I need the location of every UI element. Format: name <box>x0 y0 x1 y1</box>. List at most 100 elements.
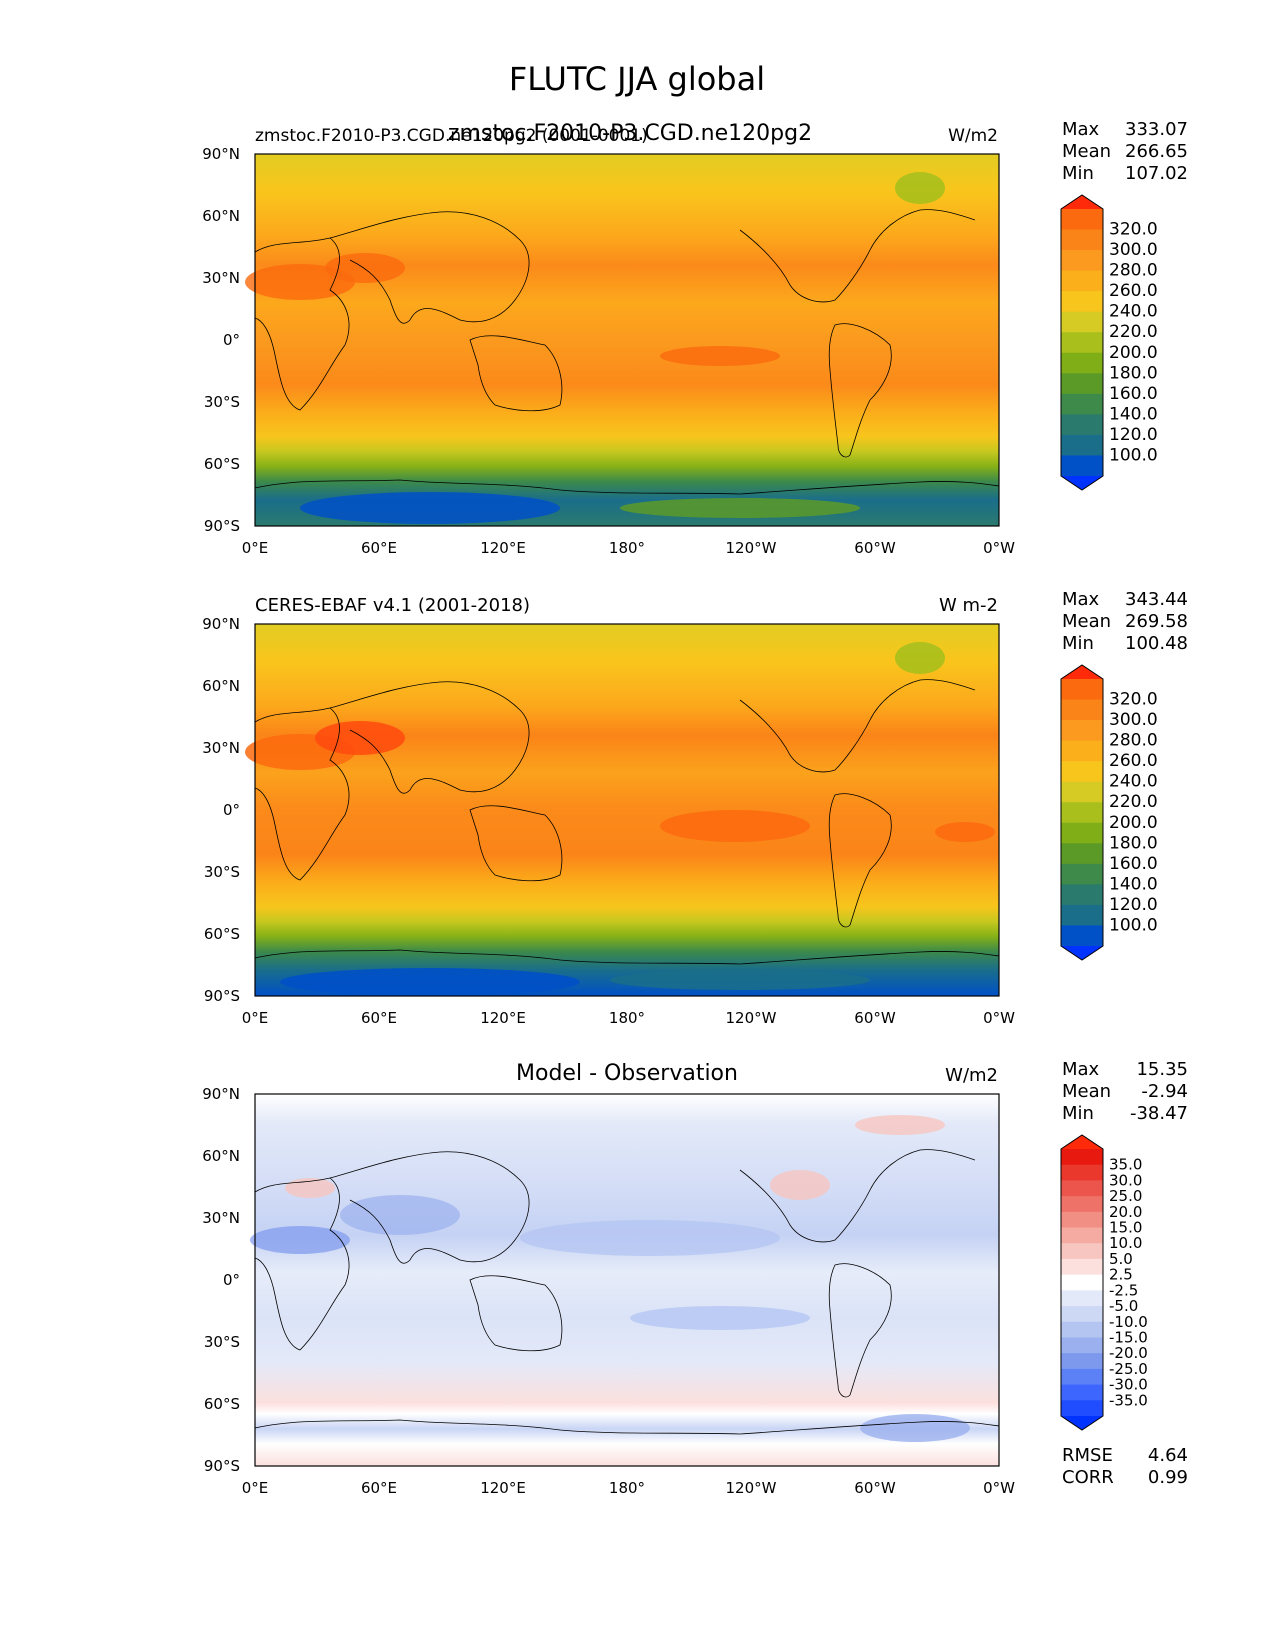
corr-value: 0.99 <box>1148 1467 1188 1488</box>
ytick-label: 90°N <box>202 145 240 163</box>
xtick-label: 180° <box>609 1479 645 1497</box>
colorbar-bin <box>1061 1290 1103 1307</box>
stat-mean-label: Mean <box>1062 611 1111 632</box>
panel-observation-stats: Max 343.44 Mean 269.58 Min 100.48 <box>1062 589 1188 654</box>
panel-difference-feature-asia <box>340 1195 460 1235</box>
colorbar-tick-label: 260.0 <box>1109 751 1158 771</box>
colorbar-bin <box>1061 1321 1103 1338</box>
colorbar-tick-label: 10.0 <box>1109 1234 1142 1252</box>
ytick-label: 60°S <box>204 455 240 473</box>
colorbar-tick-label: 320.0 <box>1109 690 1158 710</box>
ytick-label: 60°N <box>202 207 240 225</box>
colorbar-bin <box>1061 1149 1103 1166</box>
ytick-label: 90°N <box>202 1085 240 1103</box>
panel-difference-feature-south <box>860 1414 970 1442</box>
ytick-label: 30°S <box>204 863 240 881</box>
colorbar-bin <box>1061 1337 1103 1354</box>
colorbar-extend-min <box>1061 476 1103 490</box>
panel-observation: CERES-EBAF v4.1 (2001-2018) W m-2 90°N 6… <box>202 589 1188 1027</box>
colorbar-bin <box>1061 884 1103 906</box>
panel-observation-feature-antarctica <box>280 968 580 996</box>
panel-difference-coastlines <box>254 1149 1000 1435</box>
colorbar-bin <box>1061 802 1103 824</box>
colorbar-bin <box>1061 699 1103 721</box>
colorbar-bin <box>1061 434 1103 456</box>
ytick-label: 60°S <box>204 925 240 943</box>
xtick-label: 60°W <box>854 1479 896 1497</box>
panel-model-map-field <box>255 154 999 526</box>
panel-model-feature-ross <box>620 498 860 518</box>
stat-max-label: Max <box>1062 1059 1100 1080</box>
colorbar-tick-label: 260.0 <box>1109 281 1158 301</box>
panel-model-xaxis: 0°E 60°E 120°E 180° 120°W 60°W 0°W <box>242 539 1015 557</box>
xtick-label: 0°W <box>983 1009 1015 1027</box>
panel-model-subtitle-center: zmstoc.F2010-P3.CGD.ne120pg2 <box>448 121 812 146</box>
colorbar-bin <box>1061 925 1103 947</box>
colorbar-tick-label: -2.5 <box>1109 1281 1138 1299</box>
colorbar-bin <box>1061 291 1103 313</box>
panel-observation-feature-pacific <box>660 810 810 842</box>
panel-difference-feature-arctic <box>855 1115 945 1135</box>
colorbar-tick-label: 180.0 <box>1109 833 1158 853</box>
ytick-label: 30°N <box>202 739 240 757</box>
colorbar-tick-label: 220.0 <box>1109 322 1158 342</box>
colorbar-tick-label: 100.0 <box>1109 915 1158 935</box>
panel-model-yaxis: 90°N 60°N 30°N 0° 30°S 60°S 90°S <box>202 145 240 535</box>
stat-max-value: 333.07 <box>1125 119 1188 140</box>
panel-observation-coastlines <box>254 679 1000 965</box>
colorbar-bin <box>1061 1180 1103 1197</box>
xtick-label: 120°E <box>480 1009 526 1027</box>
colorbar-bin <box>1061 1306 1103 1323</box>
colorbar-tick-label: 220.0 <box>1109 792 1158 812</box>
colorbar-outline <box>1060 664 1104 961</box>
panel-observation-colorbar: 320.0300.0280.0260.0240.0220.0200.0180.0… <box>1060 664 1158 961</box>
colorbar-bin <box>1061 679 1103 701</box>
stat-min-label: Min <box>1062 1103 1094 1124</box>
xtick-label: 60°W <box>854 1009 896 1027</box>
colorbar-bin <box>1061 352 1103 374</box>
ytick-label: 30°N <box>202 269 240 287</box>
stat-max-label: Max <box>1062 119 1100 140</box>
colorbar-bin <box>1061 414 1103 436</box>
ytick-label: 30°S <box>204 1333 240 1351</box>
colorbar-bin <box>1061 904 1103 926</box>
colorbar-extend-min <box>1061 1416 1103 1430</box>
colorbar-bin <box>1061 720 1103 742</box>
colorbar-outline <box>1060 1134 1104 1431</box>
stat-mean-value: 266.65 <box>1125 141 1188 162</box>
stat-max-value: 15.35 <box>1136 1059 1188 1080</box>
colorbar-bin <box>1061 393 1103 415</box>
colorbar-bin <box>1061 843 1103 865</box>
corr-label: CORR <box>1062 1467 1114 1488</box>
panel-difference-stats: Max 15.35 Mean -2.94 Min -38.47 <box>1062 1059 1188 1124</box>
colorbar-tick-label: 160.0 <box>1109 854 1158 874</box>
xtick-label: 120°E <box>480 539 526 557</box>
xtick-label: 0°E <box>242 539 269 557</box>
colorbar-extend-max <box>1061 665 1103 679</box>
colorbar-tick-label: 200.0 <box>1109 343 1158 363</box>
xtick-label: 120°W <box>726 1009 777 1027</box>
colorbar-extend-min <box>1061 946 1103 960</box>
xtick-label: 180° <box>609 1009 645 1027</box>
panel-observation-map-frame <box>254 623 1000 997</box>
colorbar-tick-label: 15.0 <box>1109 1219 1142 1237</box>
colorbar-tick-label: 120.0 <box>1109 895 1158 915</box>
colorbar-tick-label: 280.0 <box>1109 261 1158 281</box>
xtick-label: 120°W <box>726 1479 777 1497</box>
stat-mean-label: Mean <box>1062 141 1111 162</box>
colorbar-tick-label: 280.0 <box>1109 731 1158 751</box>
panel-observation-units: W m-2 <box>939 595 998 616</box>
stat-mean-label: Mean <box>1062 1081 1111 1102</box>
ytick-label: 60°N <box>202 677 240 695</box>
colorbar-bin <box>1061 455 1103 477</box>
panel-model-stats: Max 333.07 Mean 266.65 Min 107.02 <box>1062 119 1188 184</box>
colorbar-tick-label: 180.0 <box>1109 363 1158 383</box>
colorbar-tick-label: 160.0 <box>1109 384 1158 404</box>
colorbar-extend-max <box>1061 195 1103 209</box>
colorbar-bin <box>1061 781 1103 803</box>
colorbar-tick-label: -30.0 <box>1109 1376 1148 1394</box>
stat-mean-value: -2.94 <box>1141 1081 1188 1102</box>
colorbar-tick-label: 300.0 <box>1109 710 1158 730</box>
colorbar-bin <box>1061 1368 1103 1386</box>
panel-difference-subtitle-center: Model - Observation <box>516 1061 738 1086</box>
